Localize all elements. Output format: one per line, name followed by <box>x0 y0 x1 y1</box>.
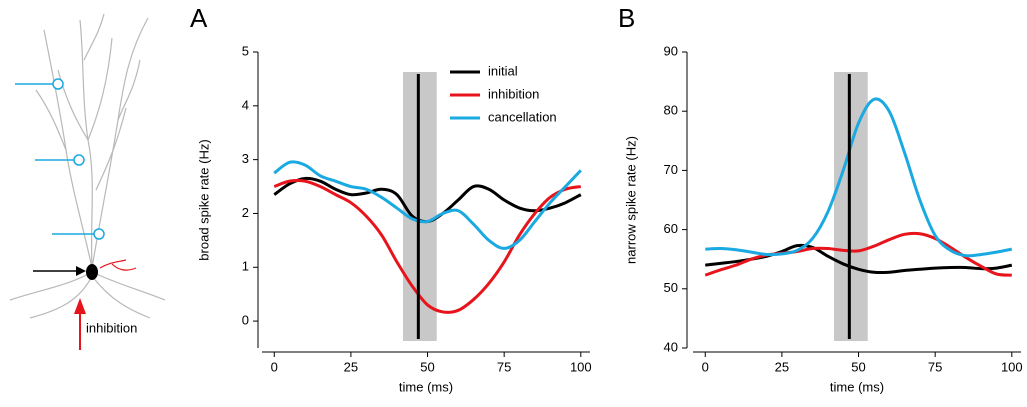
legend-label: cancellation <box>488 109 557 124</box>
y-tick-label: 5 <box>242 43 249 58</box>
y-tick-label: 80 <box>664 103 678 118</box>
y-tick-label: 3 <box>242 151 249 166</box>
x-axis-label: time (ms) <box>399 379 453 394</box>
x-tick-label: 100 <box>570 359 592 374</box>
x-tick-label: 50 <box>420 359 434 374</box>
x-tick-label: 25 <box>775 359 789 374</box>
y-tick-label: 1 <box>242 259 249 274</box>
series-line <box>705 97 1013 258</box>
x-tick-label: 50 <box>851 359 865 374</box>
x-tick-label: 75 <box>497 359 511 374</box>
y-tick-label: 0 <box>242 313 249 328</box>
y-tick-label: 50 <box>664 280 678 295</box>
inhibition-arrowhead <box>74 298 86 314</box>
legend-label: inhibition <box>488 86 539 101</box>
x-tick-label: 100 <box>1001 359 1023 374</box>
panel-label: A <box>190 3 208 33</box>
soma <box>86 264 98 280</box>
series-line <box>273 178 582 314</box>
y-tick-label: 40 <box>664 339 678 354</box>
y-axis-label: narrow spike rate (Hz) <box>623 136 638 264</box>
x-tick-label: 0 <box>271 359 278 374</box>
y-axis-label: broad spike rate (Hz) <box>196 139 211 260</box>
y-tick-label: 2 <box>242 205 249 220</box>
y-tick-label: 4 <box>242 97 249 112</box>
soma-arrowhead <box>76 266 86 276</box>
y-tick-label: 70 <box>664 162 678 177</box>
electrodes <box>15 78 105 240</box>
x-tick-label: 0 <box>702 359 709 374</box>
y-tick-label: 90 <box>664 43 678 58</box>
series-line <box>273 160 582 250</box>
inhibition-label: inhibition <box>86 320 137 335</box>
stimulus-shade <box>403 72 437 341</box>
panel-label: B <box>618 3 635 33</box>
red-dendrites <box>99 259 137 271</box>
x-tick-label: 75 <box>928 359 942 374</box>
y-tick-label: 60 <box>664 221 678 236</box>
x-axis-label: time (ms) <box>830 379 884 394</box>
legend-label: initial <box>488 63 518 78</box>
x-tick-label: 25 <box>344 359 358 374</box>
neuron-dendrites <box>9 13 166 319</box>
